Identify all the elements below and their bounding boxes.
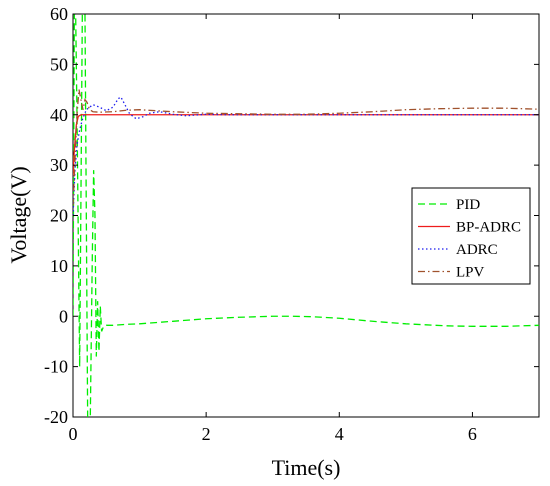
legend-items: PID BP-ADRC ADRC LPV	[418, 197, 521, 281]
legend-label: LPV	[456, 265, 485, 281]
legend-label: PID	[456, 197, 480, 213]
x-tick-label: 0	[69, 424, 78, 444]
y-tick-label: 60	[50, 4, 68, 24]
axis-layer: 0 2 4 6 -20 -10 0 10 20 30 40 50 60	[44, 4, 539, 444]
series-line-bp-adrc	[73, 114, 539, 176]
y-tick-label: 50	[50, 54, 68, 74]
y-tick-label: -10	[44, 357, 68, 377]
y-tick-label: 40	[50, 105, 68, 125]
series-layer	[73, 14, 539, 417]
y-tick-label: 30	[50, 155, 68, 175]
y-axis-label: Voltage(V)	[6, 166, 31, 263]
x-tick-label: 6	[468, 424, 477, 444]
y-tick-label: 20	[50, 206, 68, 226]
legend-label: BP-ADRC	[456, 220, 521, 236]
x-tick-label: 2	[202, 424, 211, 444]
legend-label: ADRC	[456, 242, 498, 258]
y-tick-label: 0	[59, 306, 68, 326]
y-tick-label: 10	[50, 256, 68, 276]
x-tick-label: 4	[335, 424, 344, 444]
y-tick-label: -20	[44, 407, 68, 427]
x-axis-label: Time(s)	[272, 455, 341, 480]
series-line-lpv	[73, 89, 539, 206]
legend: PID BP-ADRC ADRC LPV	[411, 187, 531, 285]
